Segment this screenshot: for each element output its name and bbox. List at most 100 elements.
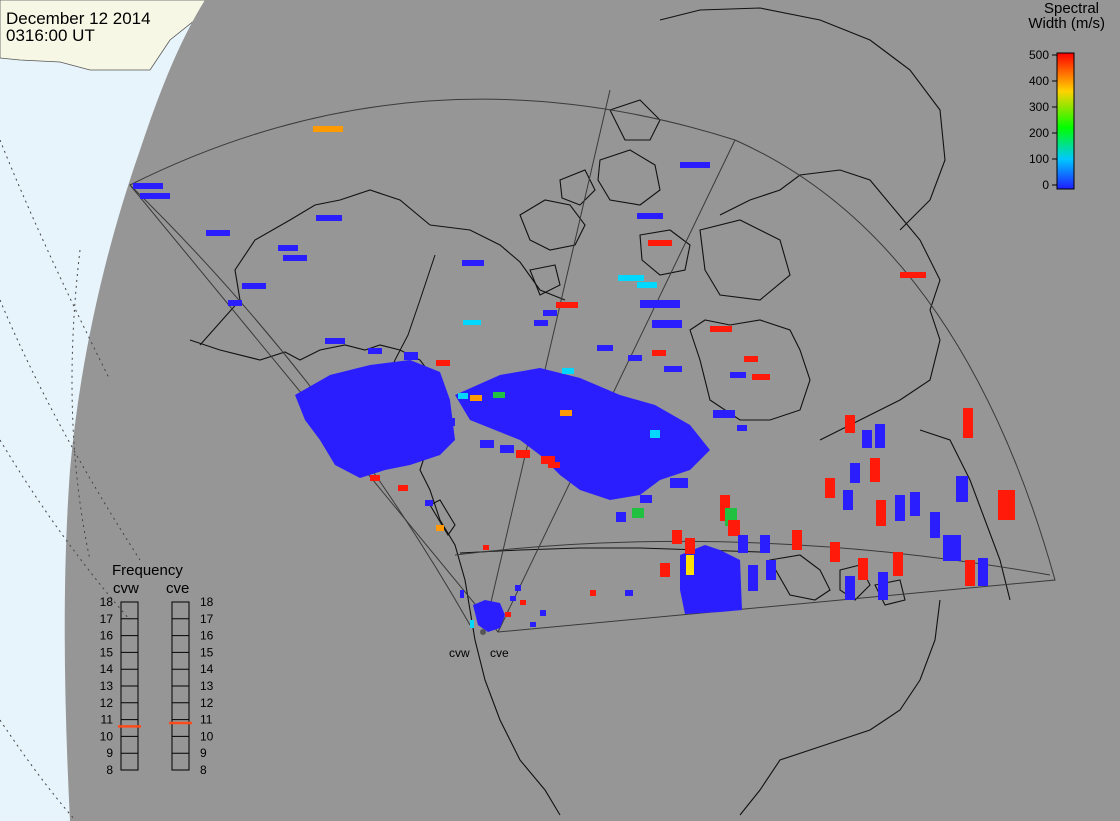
frequency-tick-label-right: 9 — [200, 746, 207, 760]
frequency-tick-label-left: 11 — [101, 713, 114, 727]
echo-gate — [628, 355, 642, 361]
radar-site-label-cvw: cvw — [449, 646, 470, 660]
echo-gate — [470, 620, 474, 628]
frequency-tick-label-left: 17 — [100, 612, 114, 626]
echo-gate — [870, 458, 880, 482]
echo-gate — [850, 463, 860, 483]
echo-gate — [543, 310, 557, 316]
echo-gate — [278, 245, 298, 251]
echo-gate — [505, 612, 511, 617]
echo-gate — [597, 345, 613, 351]
echo-gate — [845, 415, 855, 433]
frequency-tick-label-right: 17 — [200, 612, 214, 626]
radar-echoes — [133, 126, 1015, 632]
echo-gate — [480, 440, 494, 448]
frequency-tick-label-right: 14 — [200, 662, 214, 676]
echo-gate — [590, 590, 596, 596]
frequency-tick-label-left: 15 — [100, 645, 114, 659]
echo-gate — [560, 410, 572, 416]
frequency-tick-label-right: 16 — [200, 629, 214, 643]
echo-gate — [133, 183, 163, 189]
echo-gate — [738, 535, 748, 553]
colorbar-scale — [1056, 52, 1075, 190]
echo-region — [455, 368, 710, 500]
echo-gate — [206, 230, 230, 236]
echo-gate — [283, 255, 307, 261]
colorbar-tick-label: 500 — [1029, 48, 1049, 62]
frequency-tick-label-left: 10 — [100, 729, 114, 743]
echo-gate — [637, 282, 657, 288]
echo-gate — [420, 380, 430, 388]
echo-gate — [370, 475, 380, 481]
echo-gate — [300, 395, 310, 403]
frequency-title: Frequency — [112, 562, 183, 579]
echo-gate — [640, 300, 680, 308]
echo-gate — [737, 425, 747, 431]
echo-gate — [943, 535, 961, 561]
echo-gate — [710, 326, 732, 332]
echo-gate — [242, 283, 266, 289]
echo-gate — [445, 418, 455, 426]
echo-gate — [963, 408, 973, 438]
echo-gate — [686, 555, 694, 575]
echo-gate — [320, 405, 330, 413]
frequency-tick-label-right: 15 — [200, 645, 214, 659]
echo-gate — [515, 585, 521, 591]
echo-gate — [625, 590, 633, 596]
frequency-tick-label-right: 13 — [200, 679, 214, 693]
echo-gate — [500, 445, 514, 453]
echo-gate — [630, 445, 640, 453]
radar-site-label-cve: cve — [490, 646, 509, 660]
colorbar-tick-label: 100 — [1029, 152, 1049, 166]
echo-gate — [965, 560, 975, 586]
echo-gate — [730, 372, 746, 378]
frequency-tick-label-left: 8 — [106, 763, 113, 777]
echo-gate — [228, 300, 242, 306]
frequency-tick-label-right: 12 — [200, 696, 214, 710]
title-date: December 12 2014 — [6, 9, 151, 28]
echo-gate — [458, 393, 468, 399]
echo-gate — [680, 162, 710, 168]
echo-gate — [313, 126, 343, 132]
echo-gate — [548, 462, 560, 468]
radar-site-marker — [480, 629, 486, 635]
frequency-panel: Frequency cvw cve 18 18 17 17 16 16 15 15 14 14 13… — [100, 562, 214, 777]
frequency-tick-label-left: 18 — [100, 595, 114, 609]
echo-gate — [978, 558, 988, 586]
echo-gate — [140, 193, 170, 199]
echo-gate — [875, 424, 885, 448]
frequency-tick-label-left: 13 — [100, 679, 114, 693]
echo-gate — [825, 478, 835, 498]
echo-gate — [493, 392, 505, 398]
echo-gate — [398, 485, 408, 491]
echo-gate — [956, 476, 968, 502]
echo-gate — [648, 240, 672, 246]
echo-gate — [650, 430, 660, 438]
echo-gate — [652, 320, 682, 328]
echo-region — [680, 545, 742, 614]
echo-gate — [650, 470, 660, 480]
echo-gate — [664, 366, 682, 372]
colorbar-tick-label: 0 — [1042, 178, 1049, 192]
echo-gate — [616, 512, 626, 522]
echo-gate — [316, 215, 342, 221]
echo-gate — [325, 338, 345, 344]
echo-gate — [555, 445, 565, 453]
echo-gate — [998, 490, 1008, 520]
colorbar-title-line1: Spectral — [1044, 0, 1099, 17]
echo-gate — [858, 558, 868, 580]
frequency-tick-label-left: 12 — [100, 696, 114, 710]
echo-gate — [534, 320, 548, 326]
echo-gate — [876, 500, 886, 526]
frequency-tick-label-right: 10 — [200, 729, 214, 743]
echo-gate — [893, 552, 903, 576]
echo-gate — [632, 508, 644, 518]
frequency-tick-label-left: 16 — [100, 629, 114, 643]
frequency-tick-label-right: 18 — [200, 595, 214, 609]
frequency-radar-cvw: cvw — [113, 580, 139, 597]
echo-gate — [516, 450, 530, 458]
dayside-graticule — [0, 139, 141, 821]
colorbar-title-line2: Width (m/s) — [1028, 15, 1105, 32]
